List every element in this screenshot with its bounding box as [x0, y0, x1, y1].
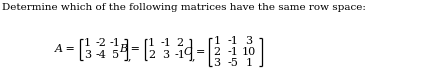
Text: Determine which of the following matrices have the same row space:: Determine which of the following matrice… — [2, 3, 366, 12]
Text: 1: 1 — [213, 36, 220, 46]
Text: -5: -5 — [228, 58, 238, 68]
Text: -4: -4 — [96, 51, 107, 61]
Text: A =: A = — [55, 44, 76, 54]
Text: 1: 1 — [84, 37, 91, 47]
Text: B =: B = — [119, 44, 140, 54]
Text: 3: 3 — [245, 36, 253, 46]
Text: 2: 2 — [213, 47, 220, 57]
Text: -2: -2 — [96, 37, 107, 47]
Text: -1: -1 — [110, 37, 121, 47]
Text: 2: 2 — [176, 37, 183, 47]
Text: 1: 1 — [148, 37, 155, 47]
Text: 1: 1 — [245, 58, 253, 68]
Text: 3: 3 — [213, 58, 220, 68]
Text: -1: -1 — [174, 51, 185, 61]
Text: C =: C = — [184, 47, 205, 57]
Text: -1: -1 — [228, 47, 238, 57]
Text: 2: 2 — [148, 51, 155, 61]
Text: 10: 10 — [242, 47, 256, 57]
Text: 3: 3 — [84, 51, 91, 61]
Text: -1: -1 — [160, 37, 171, 47]
Text: 5: 5 — [112, 51, 119, 61]
Text: ,: , — [127, 51, 131, 61]
Text: ,: , — [192, 51, 195, 61]
Text: -1: -1 — [228, 36, 238, 46]
Text: 3: 3 — [162, 51, 169, 61]
